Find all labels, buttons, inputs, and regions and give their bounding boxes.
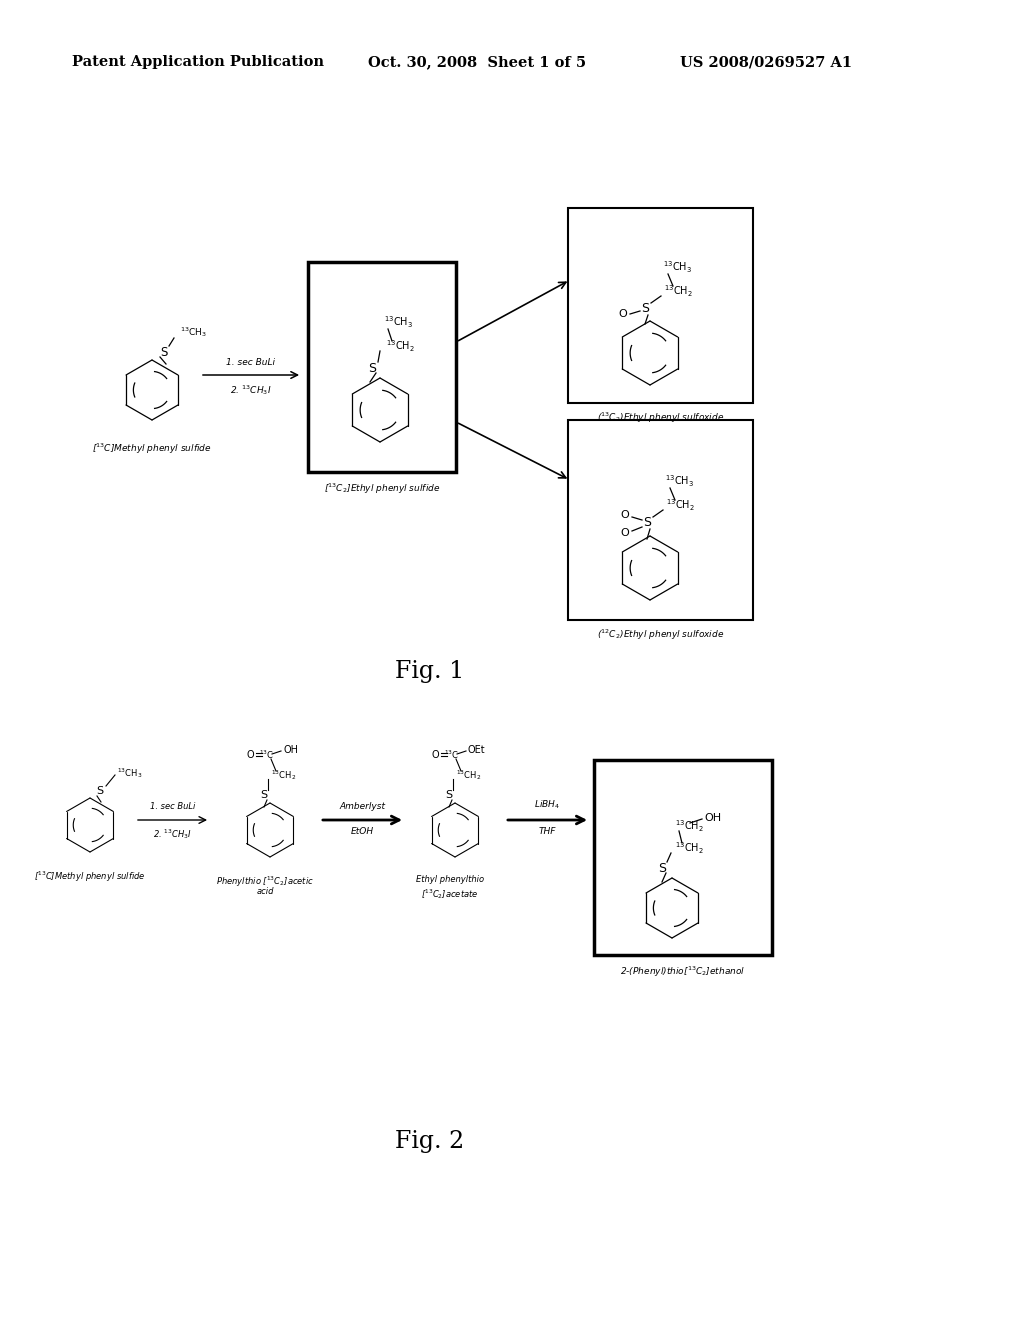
Text: OH: OH bbox=[283, 744, 298, 755]
Text: LiBH$_4$: LiBH$_4$ bbox=[535, 799, 560, 810]
Text: $^{13}$CH$_3$: $^{13}$CH$_3$ bbox=[180, 325, 207, 339]
Text: S: S bbox=[368, 362, 376, 375]
Text: 1. sec BuLi: 1. sec BuLi bbox=[226, 358, 275, 367]
Bar bbox=[308, 261, 456, 473]
Text: Fig. 1: Fig. 1 bbox=[395, 660, 465, 682]
Text: S: S bbox=[260, 789, 267, 800]
Text: S: S bbox=[96, 785, 103, 796]
Text: 2. $^{13}$CH$_3$I: 2. $^{13}$CH$_3$I bbox=[230, 383, 271, 397]
Text: [$^{13}$C]Methyl phenyl sulfide: [$^{13}$C]Methyl phenyl sulfide bbox=[34, 870, 145, 884]
Text: O: O bbox=[431, 750, 439, 760]
Text: S: S bbox=[161, 346, 168, 359]
Text: $^{13}$CH$_3$: $^{13}$CH$_3$ bbox=[665, 473, 694, 488]
Text: $^{13}$C: $^{13}$C bbox=[444, 748, 460, 762]
Text: $^{13}$C: $^{13}$C bbox=[259, 748, 274, 762]
Text: $^{13}$CH$_3$: $^{13}$CH$_3$ bbox=[117, 766, 142, 780]
Text: $^{13}$CH$_2$: $^{13}$CH$_2$ bbox=[456, 768, 481, 781]
Text: O: O bbox=[246, 750, 254, 760]
Text: THF: THF bbox=[539, 828, 556, 836]
Text: $^{13}$CH$_2$: $^{13}$CH$_2$ bbox=[675, 841, 703, 855]
Text: Patent Application Publication: Patent Application Publication bbox=[72, 55, 324, 69]
Text: $^{13}$CH$_2$: $^{13}$CH$_2$ bbox=[675, 818, 703, 834]
Text: [$^{13}$C$_2$]acetate: [$^{13}$C$_2$]acetate bbox=[421, 887, 479, 900]
Bar bbox=[568, 209, 753, 403]
Bar bbox=[594, 760, 772, 954]
Text: $^{13}$CH$_2$: $^{13}$CH$_2$ bbox=[664, 284, 693, 298]
Text: OH: OH bbox=[705, 813, 721, 822]
Bar bbox=[568, 420, 753, 620]
Text: [$^{13}$C]Methyl phenyl sulfide: [$^{13}$C]Methyl phenyl sulfide bbox=[92, 442, 212, 457]
Text: Oct. 30, 2008  Sheet 1 of 5: Oct. 30, 2008 Sheet 1 of 5 bbox=[368, 55, 586, 69]
Text: $^{13}$CH$_3$: $^{13}$CH$_3$ bbox=[384, 314, 413, 330]
Text: US 2008/0269527 A1: US 2008/0269527 A1 bbox=[680, 55, 852, 69]
Text: EtOH: EtOH bbox=[351, 828, 374, 836]
Text: O: O bbox=[618, 309, 628, 319]
Text: OEt: OEt bbox=[468, 744, 485, 755]
Text: O: O bbox=[621, 510, 630, 520]
Text: 2. $^{13}$CH$_3$I: 2. $^{13}$CH$_3$I bbox=[153, 828, 191, 841]
Text: $^{13}$CH$_2$: $^{13}$CH$_2$ bbox=[386, 338, 415, 354]
Text: 2-(Phenyl)thio[$^{13}$C$_2$]ethanol: 2-(Phenyl)thio[$^{13}$C$_2$]ethanol bbox=[621, 965, 745, 979]
Text: Ethyl phenylthio: Ethyl phenylthio bbox=[416, 875, 484, 884]
Text: 1. sec BuLi: 1. sec BuLi bbox=[150, 803, 196, 810]
Text: $^{13}$CH$_3$: $^{13}$CH$_3$ bbox=[663, 259, 692, 275]
Text: S: S bbox=[643, 516, 651, 529]
Text: S: S bbox=[445, 789, 453, 800]
Text: ($^{13}$C$_2$)Ethyl phenyl sulfoxide: ($^{13}$C$_2$)Ethyl phenyl sulfoxide bbox=[597, 411, 724, 425]
Text: Phenylthio [$^{13}$C$_2$]acetic: Phenylthio [$^{13}$C$_2$]acetic bbox=[216, 875, 314, 890]
Text: ($^{12}$C$_2$)Ethyl phenyl sulfoxide: ($^{12}$C$_2$)Ethyl phenyl sulfoxide bbox=[597, 628, 724, 643]
Text: S: S bbox=[658, 862, 666, 874]
Text: O: O bbox=[621, 528, 630, 539]
Text: Fig. 2: Fig. 2 bbox=[395, 1130, 465, 1152]
Text: acid: acid bbox=[256, 887, 273, 896]
Text: $^{13}$CH$_2$: $^{13}$CH$_2$ bbox=[271, 768, 296, 781]
Text: S: S bbox=[641, 302, 649, 315]
Text: $^{13}$CH$_2$: $^{13}$CH$_2$ bbox=[666, 498, 695, 512]
Text: [$^{13}$C$_2$]Ethyl phenyl sulfide: [$^{13}$C$_2$]Ethyl phenyl sulfide bbox=[324, 482, 440, 496]
Text: Amberlyst: Amberlyst bbox=[340, 803, 385, 810]
